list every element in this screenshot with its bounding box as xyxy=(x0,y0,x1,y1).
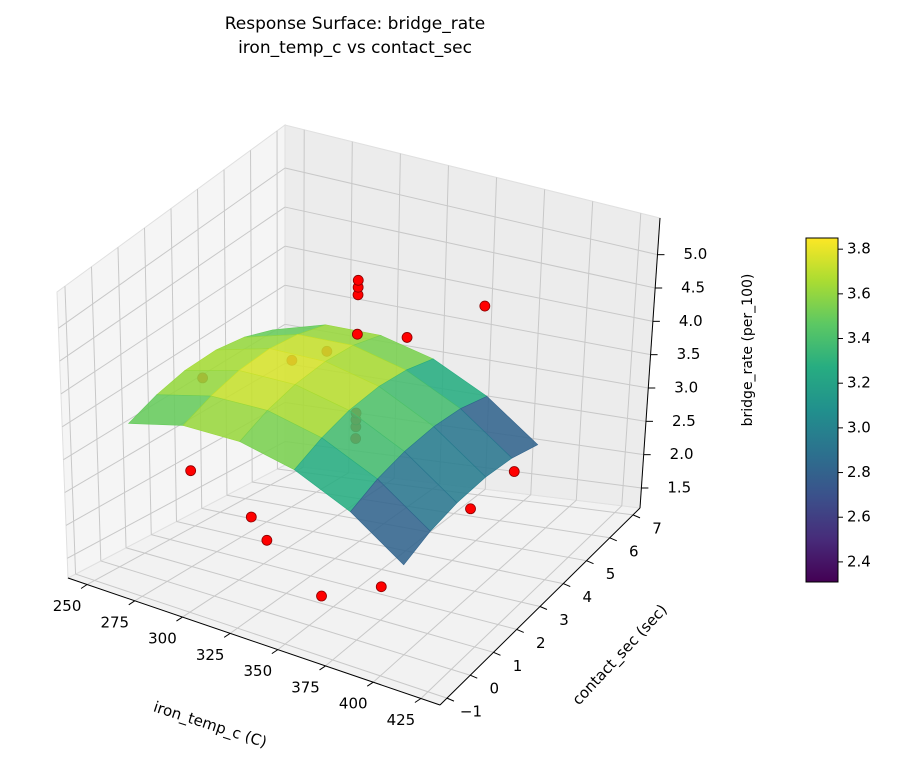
data-point xyxy=(375,581,387,593)
tick-mark xyxy=(80,584,88,589)
data-point xyxy=(401,332,413,343)
x-tick-label: 400 xyxy=(339,695,368,713)
tick-mark xyxy=(516,628,524,633)
y-tick-label: 2 xyxy=(536,634,546,652)
grid-line xyxy=(170,208,177,522)
data-point xyxy=(261,534,273,546)
axis-line xyxy=(67,577,441,706)
z-tick-label: 4.5 xyxy=(681,279,705,297)
colorbar-tick-label: 3.4 xyxy=(847,329,871,347)
z-axis-label: bridge_rate (per_100) xyxy=(740,274,756,427)
z-tick-label: 4.0 xyxy=(679,312,703,330)
grid-line xyxy=(60,245,286,395)
tick-mark xyxy=(632,514,641,519)
grid-line xyxy=(201,507,564,585)
z-tick-label: 2.0 xyxy=(670,445,694,463)
colorbar-tick-label: 2.8 xyxy=(847,463,871,481)
data-point xyxy=(465,503,476,515)
grid-line xyxy=(67,441,286,559)
x-tick-label: 275 xyxy=(100,613,129,631)
grid-line xyxy=(284,206,656,289)
colorbar-tick-label: 3.0 xyxy=(847,418,871,436)
tick-mark xyxy=(446,697,455,702)
y-tick-label: 0 xyxy=(489,680,499,698)
y-tick-label: 1 xyxy=(513,657,523,675)
axis-line xyxy=(439,507,641,706)
grid-line xyxy=(223,169,228,496)
tick-mark xyxy=(366,681,374,687)
tick-mark xyxy=(319,665,326,671)
tick-mark xyxy=(586,560,594,565)
data-point xyxy=(316,590,327,602)
tick-mark xyxy=(563,583,571,588)
grid-line xyxy=(61,284,286,428)
data-point xyxy=(245,511,257,523)
tick-mark xyxy=(223,632,231,638)
tick-mark xyxy=(176,616,183,622)
grid-line xyxy=(90,266,102,561)
grid-line xyxy=(284,167,658,256)
grid-line xyxy=(59,206,286,362)
tick-mark xyxy=(128,600,136,606)
colorbar xyxy=(805,237,839,583)
x-tick-label: 375 xyxy=(291,678,320,696)
colorbar-tick-label: 2.4 xyxy=(847,552,871,570)
chart-title: Response Surface: bridge_rate iron_temp_… xyxy=(224,14,486,58)
tick-mark xyxy=(271,649,279,655)
y-tick-label: −1 xyxy=(460,703,482,721)
axis-line xyxy=(639,217,661,509)
colorbar-tick-label: 2.6 xyxy=(847,508,871,526)
x-tick-label: 325 xyxy=(196,646,225,664)
x-axis-label: iron_temp_c (C) xyxy=(151,698,269,753)
grid-line xyxy=(125,547,494,653)
tick-mark xyxy=(539,606,548,610)
grid-line xyxy=(284,245,653,322)
z-tick-label: 2.5 xyxy=(672,412,696,430)
grid-line xyxy=(64,286,77,575)
grid-line xyxy=(143,227,152,535)
grid-line xyxy=(151,534,517,630)
grid-line xyxy=(284,284,651,356)
y-tick-label: 5 xyxy=(606,565,616,583)
y-tick-label: 7 xyxy=(652,519,662,537)
x-tick-label: 350 xyxy=(244,662,273,680)
surface-patch xyxy=(349,478,431,566)
colorbar-tick-label: 3.2 xyxy=(847,374,871,392)
data-point xyxy=(479,300,491,312)
tick-mark xyxy=(414,698,422,703)
z-tick-label: 3.5 xyxy=(677,345,701,363)
grid-line xyxy=(621,213,642,506)
data-point xyxy=(508,466,520,477)
y-axis-label: contact_sec (sec) xyxy=(568,601,671,710)
z-tick-label: 5.0 xyxy=(683,245,707,263)
tick-mark xyxy=(493,651,501,656)
y-tick-label: 6 xyxy=(629,542,639,560)
colorbar-tick-label: 3.6 xyxy=(847,284,871,302)
grid-line xyxy=(117,247,127,548)
data-point xyxy=(351,328,363,340)
x-tick-label: 425 xyxy=(387,711,416,729)
tick-mark xyxy=(470,674,478,679)
x-tick-label: 250 xyxy=(53,597,82,615)
grid-line xyxy=(176,521,541,607)
grid-line xyxy=(197,189,203,509)
grid-line xyxy=(58,167,286,329)
grid-line xyxy=(100,560,471,676)
colorbar-tick-label: 3.8 xyxy=(847,240,871,258)
y-tick-label: 4 xyxy=(582,588,592,606)
tick-mark xyxy=(609,537,617,542)
data-point xyxy=(185,465,197,477)
grid-line xyxy=(75,573,448,699)
x-tick-label: 300 xyxy=(148,630,177,648)
y-tick-label: 3 xyxy=(559,611,569,629)
grid-line xyxy=(575,201,594,501)
data-point xyxy=(352,274,364,286)
z-tick-label: 3.0 xyxy=(674,379,698,397)
z-tick-label: 1.5 xyxy=(667,479,691,497)
